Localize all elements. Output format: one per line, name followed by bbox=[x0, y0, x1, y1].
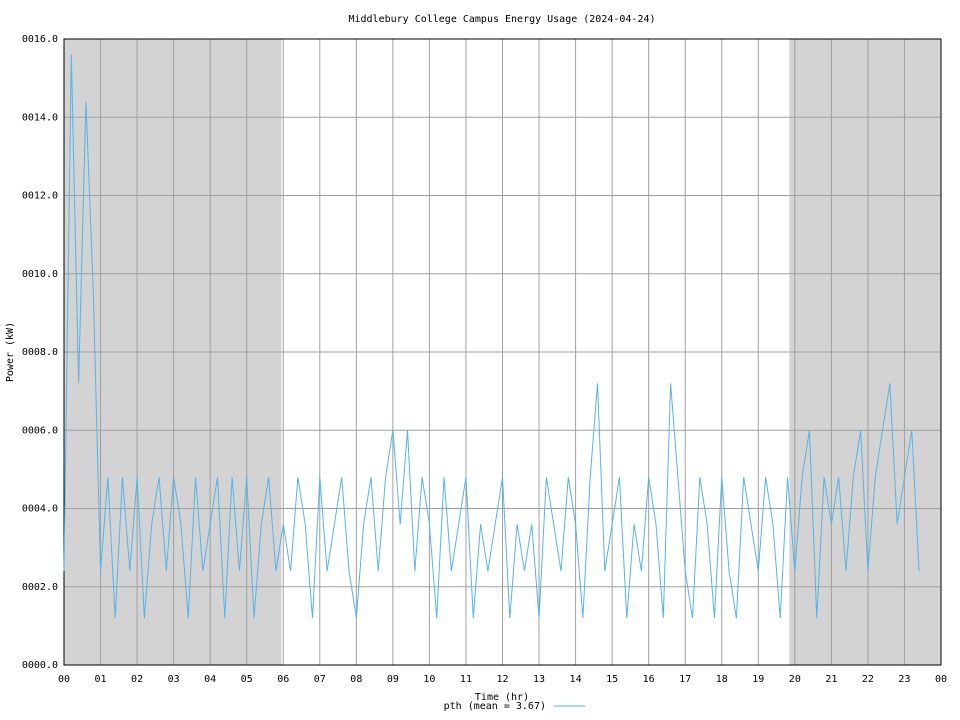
x-tick-label: 00 bbox=[935, 674, 947, 685]
x-tick-label: 10 bbox=[423, 674, 435, 685]
y-tick-label: 0010.0 bbox=[22, 269, 58, 280]
x-tick-label: 04 bbox=[204, 674, 216, 685]
x-tick-label: 22 bbox=[862, 674, 874, 685]
y-tick-label: 0012.0 bbox=[22, 191, 58, 202]
x-tick-label: 09 bbox=[387, 674, 399, 685]
x-tick-label: 00 bbox=[58, 674, 70, 685]
y-tick-label: 0016.0 bbox=[22, 34, 58, 45]
x-tick-label: 06 bbox=[277, 674, 289, 685]
x-tick-label: 15 bbox=[606, 674, 618, 685]
y-axis-label: Power (kW) bbox=[5, 322, 16, 382]
y-tick-label: 0004.0 bbox=[22, 504, 58, 515]
x-tick-label: 18 bbox=[716, 674, 728, 685]
y-tick-label: 0002.0 bbox=[22, 582, 58, 593]
x-tick-label: 16 bbox=[643, 674, 655, 685]
x-tick-label: 07 bbox=[314, 674, 326, 685]
plot-frame bbox=[63, 38, 942, 666]
y-tick-label: 0000.0 bbox=[22, 660, 58, 671]
y-tick-label: 0014.0 bbox=[22, 112, 58, 123]
y-tick-label: 0006.0 bbox=[22, 425, 58, 436]
x-tick-label: 02 bbox=[131, 674, 143, 685]
x-tick-label: 21 bbox=[825, 674, 837, 685]
x-tick-label: 13 bbox=[533, 674, 545, 685]
x-tick-label: 12 bbox=[496, 674, 508, 685]
legend-label: pth (mean = 3.67) bbox=[444, 701, 546, 712]
x-tick-label: 14 bbox=[570, 674, 582, 685]
x-tick-label: 03 bbox=[168, 674, 180, 685]
x-tick-label: 19 bbox=[752, 674, 764, 685]
x-tick-label: 23 bbox=[898, 674, 910, 685]
x-tick-label: 17 bbox=[679, 674, 691, 685]
x-axis-label: Time (hr) bbox=[475, 692, 529, 703]
x-tick-label: 05 bbox=[241, 674, 253, 685]
x-tick-label: 11 bbox=[460, 674, 472, 685]
data-line bbox=[63, 54, 920, 619]
x-tick-label: 08 bbox=[350, 674, 362, 685]
x-tick-label: 01 bbox=[95, 674, 107, 685]
x-tick-label: 20 bbox=[789, 674, 801, 685]
chart-title: Middlebury College Campus Energy Usage (… bbox=[348, 14, 655, 25]
y-tick-label: 0008.0 bbox=[22, 347, 58, 358]
